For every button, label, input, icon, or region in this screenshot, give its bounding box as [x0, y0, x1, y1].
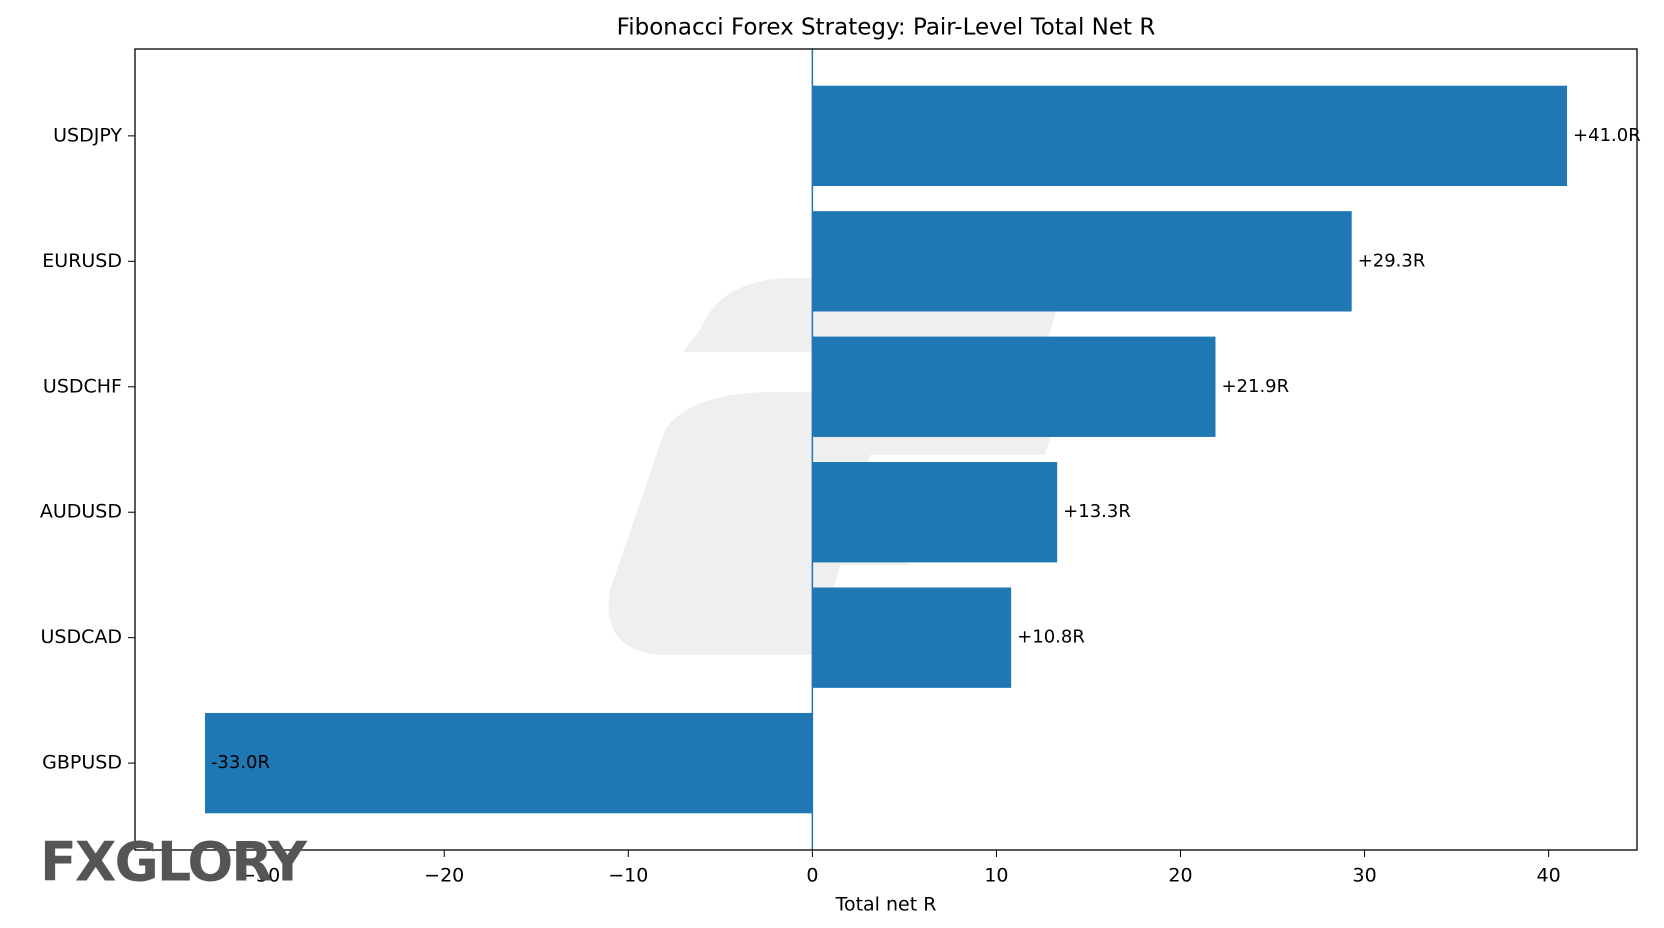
- watermark: FXGLORY: [40, 831, 308, 894]
- x-tick-label: 20: [1168, 865, 1192, 887]
- x-tick-label: −30: [240, 865, 280, 887]
- bar: [204, 712, 813, 814]
- y-tick-label: GBPUSD: [42, 752, 122, 774]
- value-label: -33.0R: [211, 752, 270, 773]
- x-tick-label: 30: [1352, 865, 1376, 887]
- value-label: +13.3R: [1063, 501, 1131, 522]
- bar: [812, 462, 1058, 563]
- y-tick-label: USDCAD: [41, 626, 123, 648]
- bar: [812, 211, 1352, 312]
- x-tick-label: 0: [806, 865, 818, 887]
- value-label: +10.8R: [1017, 627, 1085, 648]
- value-label: +29.3R: [1358, 250, 1426, 271]
- y-tick-label: USDCHF: [43, 375, 122, 397]
- chart-title: Fibonacci Forex Strategy: Pair-Level Tot…: [617, 15, 1156, 41]
- x-tick-label: 10: [984, 865, 1008, 887]
- value-label: +41.0R: [1573, 125, 1641, 146]
- bar: [812, 85, 1568, 187]
- bar: [812, 587, 1012, 688]
- y-tick-label: USDJPY: [53, 124, 122, 146]
- x-tick-label: −10: [608, 865, 648, 887]
- y-tick-label: EURUSD: [42, 250, 122, 272]
- bar: [812, 336, 1216, 437]
- plot-frame: [134, 48, 1638, 851]
- x-tick-label: −20: [424, 865, 464, 887]
- value-label: +21.9R: [1221, 376, 1289, 397]
- y-tick-label: AUDUSD: [40, 501, 122, 523]
- x-tick-label: 40: [1537, 865, 1561, 887]
- x-axis-label: Total net R: [835, 894, 937, 916]
